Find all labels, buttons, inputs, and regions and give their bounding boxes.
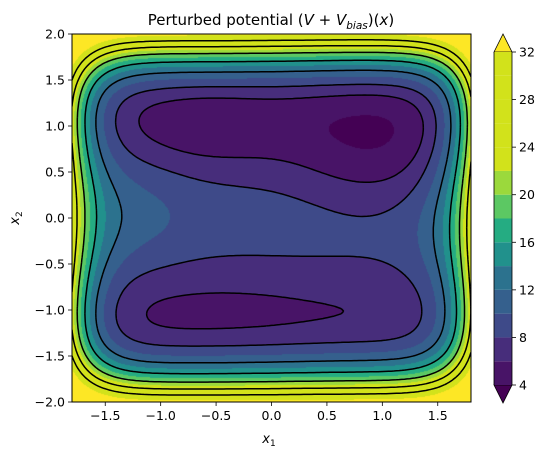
colorbar-band	[494, 337, 512, 362]
colorbar-band	[494, 289, 512, 314]
x-tick-label: −0.5	[201, 408, 231, 423]
contour-line	[95, 69, 452, 364]
y-tick-label: 1.5	[45, 73, 65, 88]
y-tick-label: −2.0	[35, 395, 65, 410]
contour-line	[114, 83, 437, 347]
colorbar-band	[494, 147, 512, 171]
colorbar-tick-label: 8	[519, 330, 527, 345]
contour-line	[72, 44, 471, 390]
y-tick-label: 1.0	[45, 119, 65, 134]
x-tick-label: 1.0	[372, 408, 392, 423]
contour-line	[84, 59, 462, 375]
colorbar: 4 8 12 16 20 24 28 32	[493, 33, 535, 404]
chart-title: Perturbed potential (V + Vbias)(x)	[148, 11, 394, 32]
x-tick-label: 1.5	[428, 408, 448, 423]
colorbar-band	[494, 242, 512, 267]
y-tick-label: −1.5	[35, 349, 65, 364]
colorbar-tick-label: 4	[519, 378, 527, 393]
colorbar-band	[494, 313, 512, 338]
x-tick-label: 0.0	[262, 408, 282, 423]
colorbar-tick-label: 16	[519, 235, 535, 250]
x-axis-label: x1	[261, 432, 275, 449]
colorbar-tick-label: 28	[519, 92, 535, 107]
colorbar-band	[494, 123, 512, 148]
y-axis-label: x2	[8, 211, 25, 225]
x-tick-label: −1.0	[145, 408, 175, 423]
colorbar-band	[494, 170, 512, 195]
colorbar-band	[494, 75, 512, 100]
x-tick-label: −1.5	[90, 408, 120, 423]
colorbar-frame	[493, 52, 513, 385]
colorbar-band	[494, 361, 512, 385]
x-axis: −1.5 −1.0 −0.5 0.0 0.5 1.0 1.5	[90, 402, 448, 423]
contour-line	[72, 39, 471, 396]
colorbar-band	[494, 194, 512, 219]
y-tick-label: 2.0	[45, 27, 65, 42]
colorbar-extend-over	[493, 33, 513, 53]
y-axis: −2.0 −1.5 −1.0 −0.5 0.0 0.5 1.0 1.5 2.0	[35, 27, 72, 410]
contour-line	[138, 94, 425, 330]
colorbar-band	[494, 266, 512, 290]
colorbar-tick-label: 20	[519, 187, 535, 202]
colorbar-tick-label: 12	[519, 282, 535, 297]
contour-lines	[72, 39, 471, 396]
y-tick-label: −1.0	[35, 303, 65, 318]
colorbar-extend-under	[493, 384, 513, 404]
colorbar-band	[494, 218, 512, 243]
colorbar-band	[494, 99, 512, 124]
colorbar-tick-label: 24	[519, 140, 535, 155]
y-tick-label: −0.5	[35, 257, 65, 272]
colorbar-tick-label: 32	[519, 45, 535, 60]
plot-area	[72, 34, 471, 402]
contour-fill	[72, 34, 471, 402]
x-tick-label: 0.5	[317, 408, 337, 423]
contour-line	[76, 51, 469, 383]
y-tick-label: 0.0	[45, 211, 65, 226]
colorbar-band	[494, 52, 512, 76]
y-tick-label: 0.5	[45, 165, 65, 180]
